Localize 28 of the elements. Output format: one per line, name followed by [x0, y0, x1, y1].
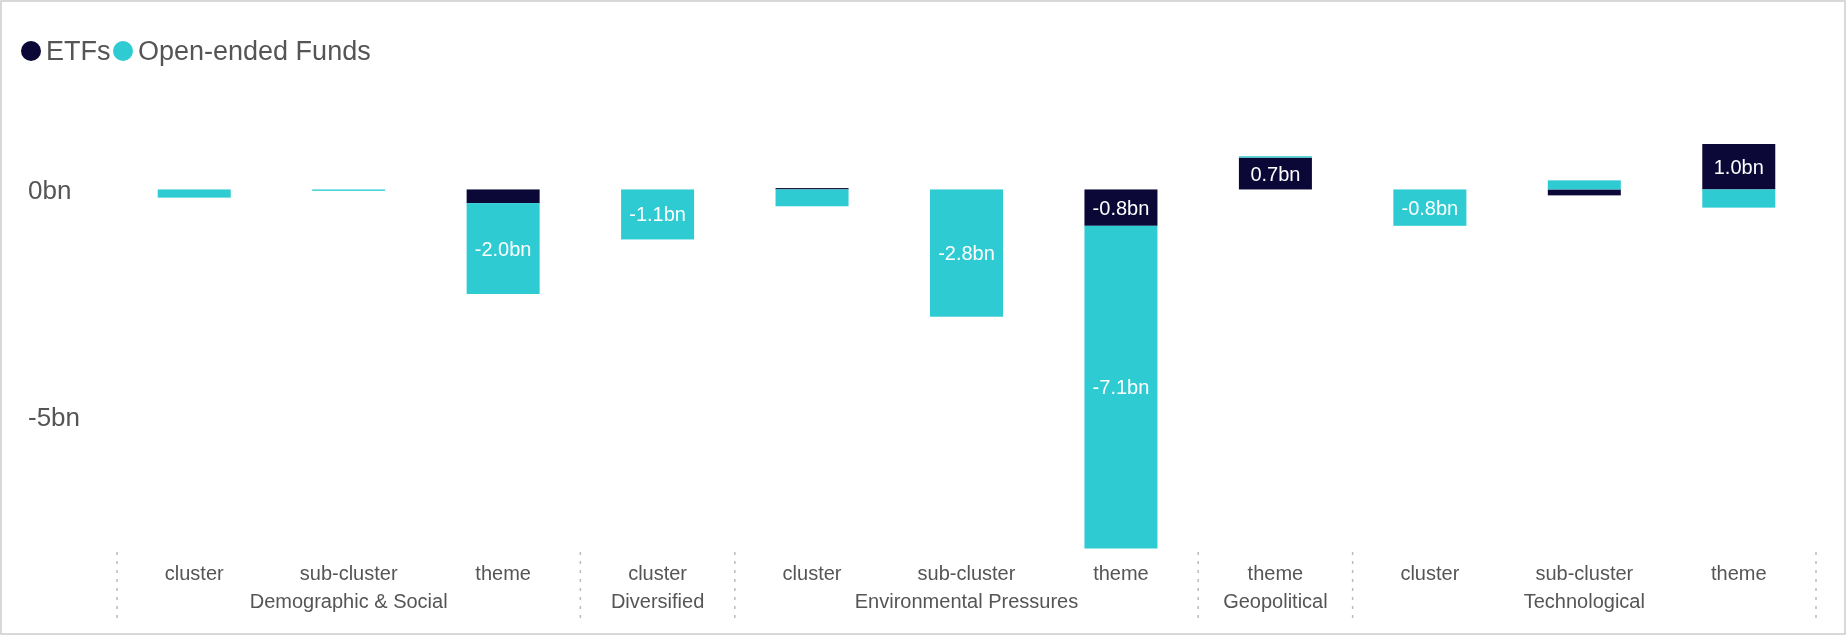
data-label: -0.8bn [1401, 196, 1459, 219]
data-label: -2.8bn [938, 242, 995, 265]
data-label: -1.1bn [629, 203, 686, 226]
x-tick-label: theme [475, 562, 531, 584]
data-label: -0.8bn [1092, 196, 1150, 219]
text: Technological [1523, 590, 1645, 612]
text: Diversified [610, 590, 705, 612]
text: Geopolitical [1223, 590, 1328, 612]
x-tick-label: theme [1093, 562, 1149, 584]
x-tick-label: cluster [164, 562, 225, 584]
legend-label: Open-ended Funds [138, 36, 371, 67]
x-tick-label: cluster [1400, 562, 1460, 584]
x-tick-label: sub-cluster [299, 562, 398, 584]
y-tick-label: -5bn [28, 401, 81, 432]
text: Demographic & Social [249, 590, 448, 612]
text: Environmental Pressures [854, 590, 1079, 612]
x-tick-label: sub-cluster [1535, 562, 1634, 584]
data-label: 1.0bn [1713, 155, 1764, 178]
x-tick-label: cluster [782, 562, 842, 584]
legend-label: ETFs [46, 36, 111, 67]
data-label: -2.0bn [474, 237, 532, 260]
x-tick-label: cluster [628, 562, 688, 584]
x-tick-label: sub-cluster [917, 562, 1016, 584]
y-tick-label: 0bn [28, 174, 72, 205]
data-label: -7.1bn [1092, 376, 1150, 399]
x-tick-label: theme [1247, 562, 1304, 584]
x-tick-label: theme [1710, 562, 1767, 584]
data-label: 0.7bn [1250, 162, 1301, 185]
